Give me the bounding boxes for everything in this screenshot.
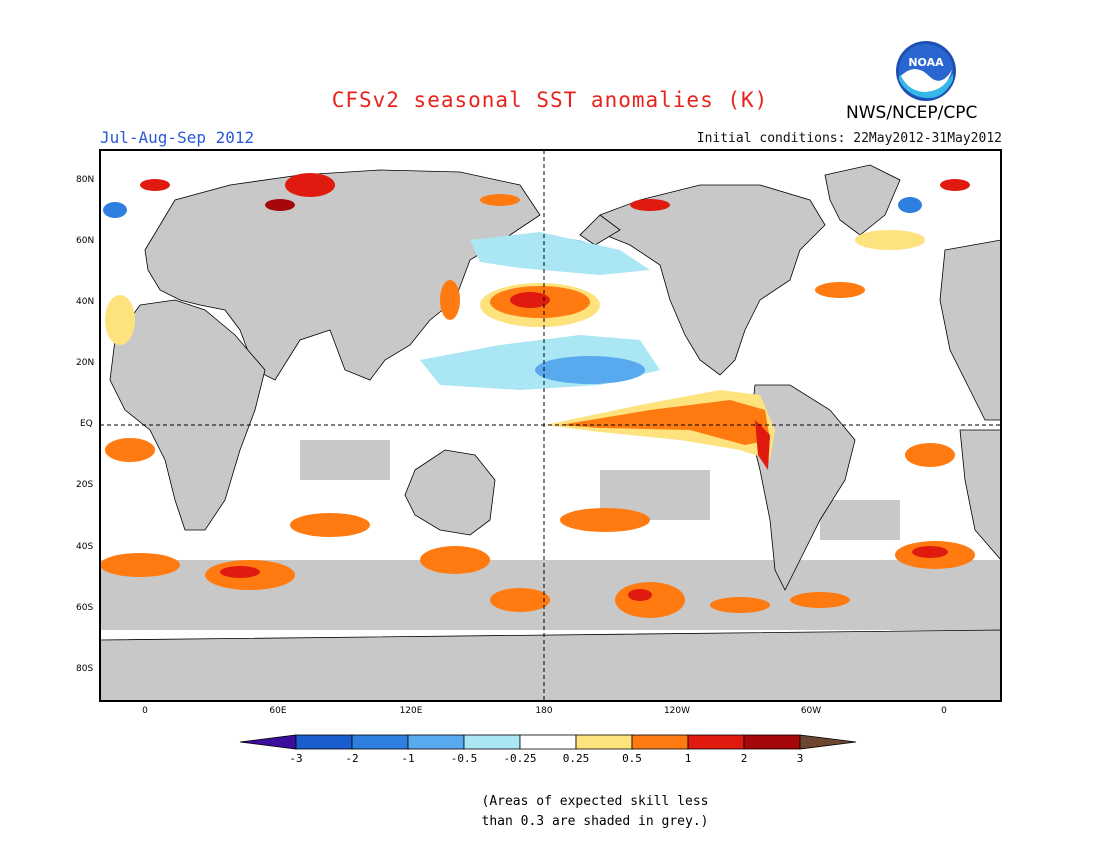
lon-label-120w: 120W [663, 706, 691, 716]
colorbar-tick: -0.25 [503, 752, 537, 765]
lat-label-80n: 80N [76, 175, 95, 185]
north-america [599, 184, 826, 376]
colorbar-swatch [463, 734, 521, 750]
lon-label-120e: 120E [399, 706, 423, 716]
lat-label-80s: 80S [76, 664, 94, 674]
skill-note: (Areas of expected skill less than 0.3 a… [360, 792, 830, 832]
lat-label-40s: 40S [76, 542, 94, 552]
colorbar-swatch [687, 734, 745, 750]
colorbar-swatch [519, 734, 577, 750]
europe-africa-right [939, 239, 1001, 421]
colorbar-tick: -2 [345, 752, 359, 765]
lon-label-60e: 60E [269, 706, 287, 716]
lat-label-40n: 40N [76, 297, 95, 307]
lat-label-20s: 20S [76, 480, 94, 490]
colorbar-tick: -1 [401, 752, 415, 765]
lon-label-60w: 60W [800, 706, 822, 716]
colorbar-tick: -0.5 [450, 752, 478, 765]
colorbar-tick: 0.25 [562, 752, 590, 765]
colorbar [239, 734, 857, 750]
map-frame [99, 149, 1002, 702]
eurasia [144, 169, 541, 381]
colorbar-tick: 1 [684, 752, 692, 765]
colorbar-swatch [743, 734, 801, 750]
land-masses [100, 164, 1001, 701]
colorbar-arrow-high [799, 734, 857, 750]
colorbar-tick: 2 [740, 752, 748, 765]
australia [404, 449, 496, 536]
colorbar-swatch [295, 734, 353, 750]
lon-label-0: 0 [142, 706, 148, 716]
colorbar-tick: 3 [796, 752, 804, 765]
lon-label-180: 180 [535, 706, 553, 716]
lat-label-20n: 20N [76, 358, 95, 368]
lat-label-60s: 60S [76, 603, 94, 613]
colorbar-tick: 0.5 [622, 752, 642, 765]
chart-title: CFSv2 seasonal SST anomalies (K) [331, 88, 769, 112]
colorbar-tick: -3 [289, 752, 303, 765]
logo-text: NOAA [908, 56, 944, 69]
colorbar-arrow-low [239, 734, 297, 750]
lat-label-eq: EQ [80, 419, 93, 429]
antarctica [100, 629, 1001, 701]
colorbar-swatch [575, 734, 633, 750]
colorbar-swatch [351, 734, 409, 750]
lon-label-0-right: 0 [941, 706, 947, 716]
colorbar-swatch [631, 734, 689, 750]
africa [109, 299, 266, 531]
season-label: Jul-Aug-Sep 2012 [100, 128, 255, 147]
agency-label: NWS/NCEP/CPC [846, 103, 978, 123]
africa-right [959, 429, 1001, 561]
noaa-logo: NOAA [895, 40, 957, 106]
initial-conditions-label: Initial conditions: 22May2012-31May2012 [696, 131, 1002, 146]
skill-note-line1: (Areas of expected skill less [481, 794, 709, 809]
greenland [824, 164, 901, 236]
south-america [749, 384, 856, 591]
anomaly-patches [100, 173, 975, 618]
lat-label-60n: 60N [76, 236, 95, 246]
colorbar-swatch [407, 734, 465, 750]
skill-note-line2: than 0.3 are shaded in grey.) [481, 814, 709, 829]
